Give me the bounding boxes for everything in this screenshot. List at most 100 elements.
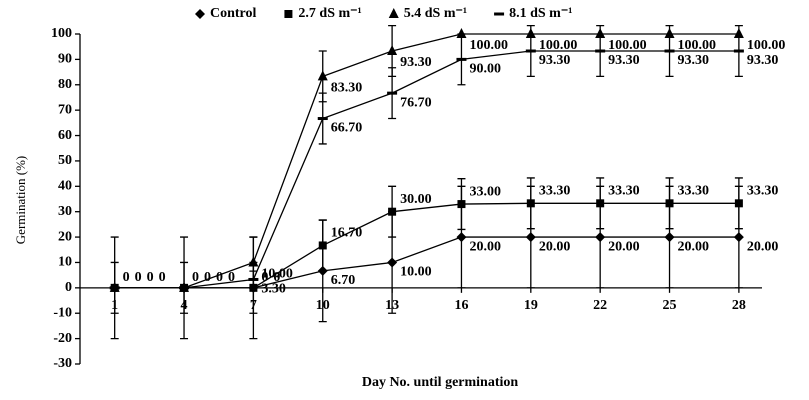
y-tick-label: 10 bbox=[58, 255, 72, 270]
x-tick-label: 28 bbox=[732, 298, 746, 313]
data-label: 100.00 bbox=[469, 38, 508, 53]
legend-label: 8.1 dS m⁻¹ bbox=[509, 6, 572, 21]
data-label: 76.70 bbox=[400, 95, 432, 110]
data-label: 33.30 bbox=[678, 184, 710, 199]
marker-triangle bbox=[387, 45, 398, 56]
data-label: 0 bbox=[192, 270, 199, 285]
marker-diamond bbox=[664, 232, 675, 243]
marker-dash bbox=[595, 49, 606, 53]
data-label: 100.00 bbox=[608, 38, 647, 53]
data-label: 0 bbox=[147, 270, 154, 285]
data-label: 33.30 bbox=[747, 184, 779, 199]
marker-dash bbox=[317, 117, 328, 121]
marker-square bbox=[318, 241, 327, 250]
y-tick-label: -30 bbox=[53, 356, 72, 371]
data-label: 20.00 bbox=[608, 239, 640, 254]
y-tick-label: 80 bbox=[58, 77, 72, 92]
data-label: 0 bbox=[261, 270, 268, 285]
marker-square bbox=[665, 199, 674, 208]
y-tick-label: 20 bbox=[58, 229, 72, 244]
marker-dash bbox=[179, 286, 190, 290]
data-label: 30.00 bbox=[400, 192, 432, 207]
marker-dash bbox=[387, 91, 398, 95]
marker-dash bbox=[664, 49, 675, 53]
data-label: 100.00 bbox=[747, 38, 786, 53]
y-tick-label: -10 bbox=[53, 305, 72, 320]
data-label: 93.30 bbox=[539, 53, 571, 68]
data-label: 90.00 bbox=[469, 62, 501, 77]
y-axis-label: Germination (%) bbox=[13, 156, 28, 244]
marker-diamond bbox=[525, 232, 536, 243]
y-tick-label: 0 bbox=[65, 280, 72, 295]
y-tick-label: 40 bbox=[58, 179, 72, 194]
data-label: 20.00 bbox=[747, 239, 779, 254]
x-axis-label: Day No. until germination bbox=[362, 375, 519, 390]
data-label: 66.70 bbox=[331, 121, 363, 136]
marker-square bbox=[734, 199, 743, 208]
marker-triangle bbox=[317, 70, 328, 81]
y-tick-label: 60 bbox=[58, 128, 72, 143]
y-tick-label: 50 bbox=[58, 153, 72, 168]
legend-label: 2.7 dS m⁻¹ bbox=[298, 6, 361, 21]
marker-diamond bbox=[195, 9, 205, 19]
data-label: 0 bbox=[159, 270, 166, 285]
x-tick-label: 16 bbox=[454, 298, 468, 313]
marker-dash bbox=[525, 49, 536, 53]
marker-square bbox=[388, 207, 397, 216]
marker-diamond bbox=[387, 257, 398, 268]
data-label: 20.00 bbox=[678, 239, 710, 254]
legend-label: Control bbox=[210, 6, 257, 21]
data-label: 0 bbox=[123, 270, 130, 285]
data-label: 33.30 bbox=[539, 184, 571, 199]
x-tick-label: 22 bbox=[593, 298, 607, 313]
x-tick-label: 25 bbox=[663, 298, 677, 313]
data-label: 93.30 bbox=[400, 55, 432, 70]
data-label: 93.30 bbox=[747, 53, 779, 68]
y-tick-label: -20 bbox=[53, 331, 72, 346]
data-label: 100.00 bbox=[539, 38, 578, 53]
series-line bbox=[114, 50, 739, 289]
marker-square bbox=[596, 199, 605, 208]
data-label: 20.00 bbox=[539, 239, 571, 254]
data-label: 10.00 bbox=[261, 267, 293, 282]
data-label: 93.30 bbox=[678, 53, 710, 68]
data-label: 6.70 bbox=[331, 273, 356, 288]
marker-square bbox=[284, 10, 293, 18]
data-label: 16.70 bbox=[331, 226, 363, 241]
data-label: 0 bbox=[135, 270, 142, 285]
marker-dash bbox=[109, 286, 120, 290]
marker-triangle bbox=[248, 256, 259, 267]
data-label: 10.00 bbox=[400, 265, 432, 280]
y-tick-label: 90 bbox=[58, 52, 72, 67]
data-label: 93.30 bbox=[608, 53, 640, 68]
data-label: 83.30 bbox=[331, 81, 363, 96]
y-tick-label: 30 bbox=[58, 204, 72, 219]
data-label: 3.30 bbox=[261, 282, 286, 297]
marker-dash bbox=[248, 277, 259, 281]
data-label: 100.00 bbox=[678, 38, 717, 53]
data-label: 0 bbox=[216, 270, 223, 285]
y-tick-label: 70 bbox=[58, 102, 72, 117]
marker-square bbox=[457, 200, 466, 209]
x-tick-label: 19 bbox=[524, 298, 538, 313]
marker-diamond bbox=[595, 232, 606, 243]
data-label: 33.30 bbox=[608, 184, 640, 199]
data-label: 0 bbox=[228, 270, 235, 285]
data-label: 0 bbox=[273, 270, 280, 285]
data-label: 0 bbox=[204, 270, 211, 285]
data-label: 20.00 bbox=[469, 239, 501, 254]
marker-triangle bbox=[388, 8, 399, 18]
marker-diamond bbox=[733, 232, 744, 243]
marker-triangle bbox=[456, 28, 467, 38]
legend-label: 5.4 dS m⁻¹ bbox=[404, 6, 467, 21]
data-label: 33.00 bbox=[469, 184, 501, 199]
marker-dash bbox=[494, 12, 505, 16]
series-line bbox=[114, 202, 739, 289]
marker-dash bbox=[733, 49, 744, 53]
marker-dash bbox=[456, 57, 467, 61]
marker-square bbox=[526, 199, 535, 208]
series-line bbox=[114, 33, 739, 289]
marker-diamond bbox=[456, 232, 467, 243]
y-tick-label: 100 bbox=[51, 26, 72, 41]
